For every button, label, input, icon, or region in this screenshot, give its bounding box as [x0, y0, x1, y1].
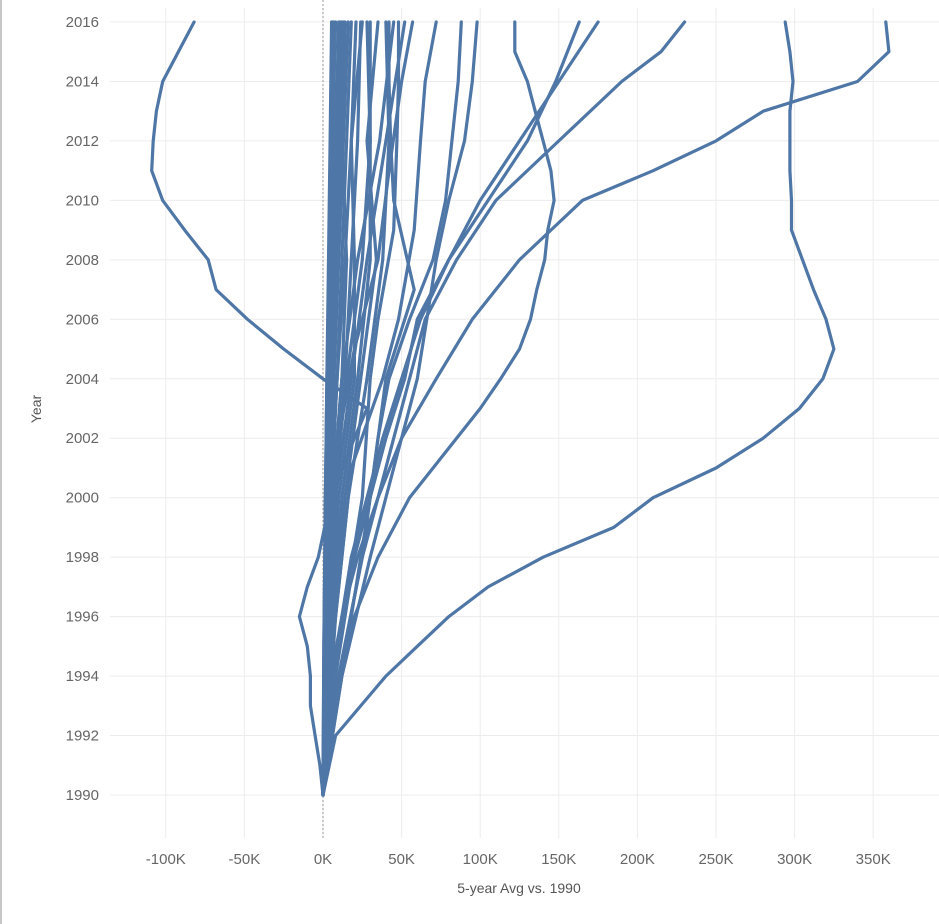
y-axis-ticks: 1990 1992 1994 1996 1998 2000 2002 2004 2006 2008… [66, 14, 99, 804]
y-tick-label: 1996 [66, 609, 99, 626]
series-line-4 [150, 20, 369, 797]
series-line-5 [321, 20, 687, 797]
x-tick-label: 50K [388, 851, 415, 868]
x-axis-title: 5-year Avg vs. 1990 [457, 880, 581, 896]
x-tick-label: 150K [541, 851, 576, 868]
series-line-30 [321, 20, 334, 797]
x-tick-label: 300K [777, 851, 812, 868]
y-tick-label: 2010 [66, 192, 99, 209]
y-tick-label: 2002 [66, 430, 99, 447]
y-tick-label: 2012 [66, 133, 99, 150]
x-tick-label: 0K [314, 851, 332, 868]
panel-left-border [0, 0, 2, 924]
y-tick-label: 2000 [66, 490, 99, 507]
x-tick-label: 250K [698, 851, 733, 868]
y-tick-label: 1994 [66, 668, 99, 685]
x-tick-label: 200K [620, 851, 655, 868]
y-tick-label: 1990 [66, 787, 99, 804]
x-tick-label: 100K [463, 851, 498, 868]
x-tick-label: -50K [229, 851, 261, 868]
y-tick-label: 2008 [66, 252, 99, 269]
y-tick-label: 2004 [66, 371, 99, 388]
y-axis-title: Year [28, 395, 44, 424]
series-line-34 [321, 20, 363, 797]
grid [110, 8, 939, 838]
y-tick-label: 1998 [66, 549, 99, 566]
x-tick-label: -100K [146, 851, 186, 868]
y-tick-label: 2006 [66, 311, 99, 328]
series-line-1 [321, 20, 836, 797]
series-line-8 [321, 20, 479, 797]
x-axis-ticks: -100K -50K 0K 50K 100K 150K 200K 250K 300K 350K [146, 851, 891, 868]
series-layer [150, 20, 891, 797]
x-tick-label: 350K [856, 851, 891, 868]
y-tick-label: 2016 [66, 14, 99, 31]
y-tick-label: 1992 [66, 728, 99, 745]
y-tick-label: 2014 [66, 73, 99, 90]
series-line-33 [321, 20, 372, 797]
